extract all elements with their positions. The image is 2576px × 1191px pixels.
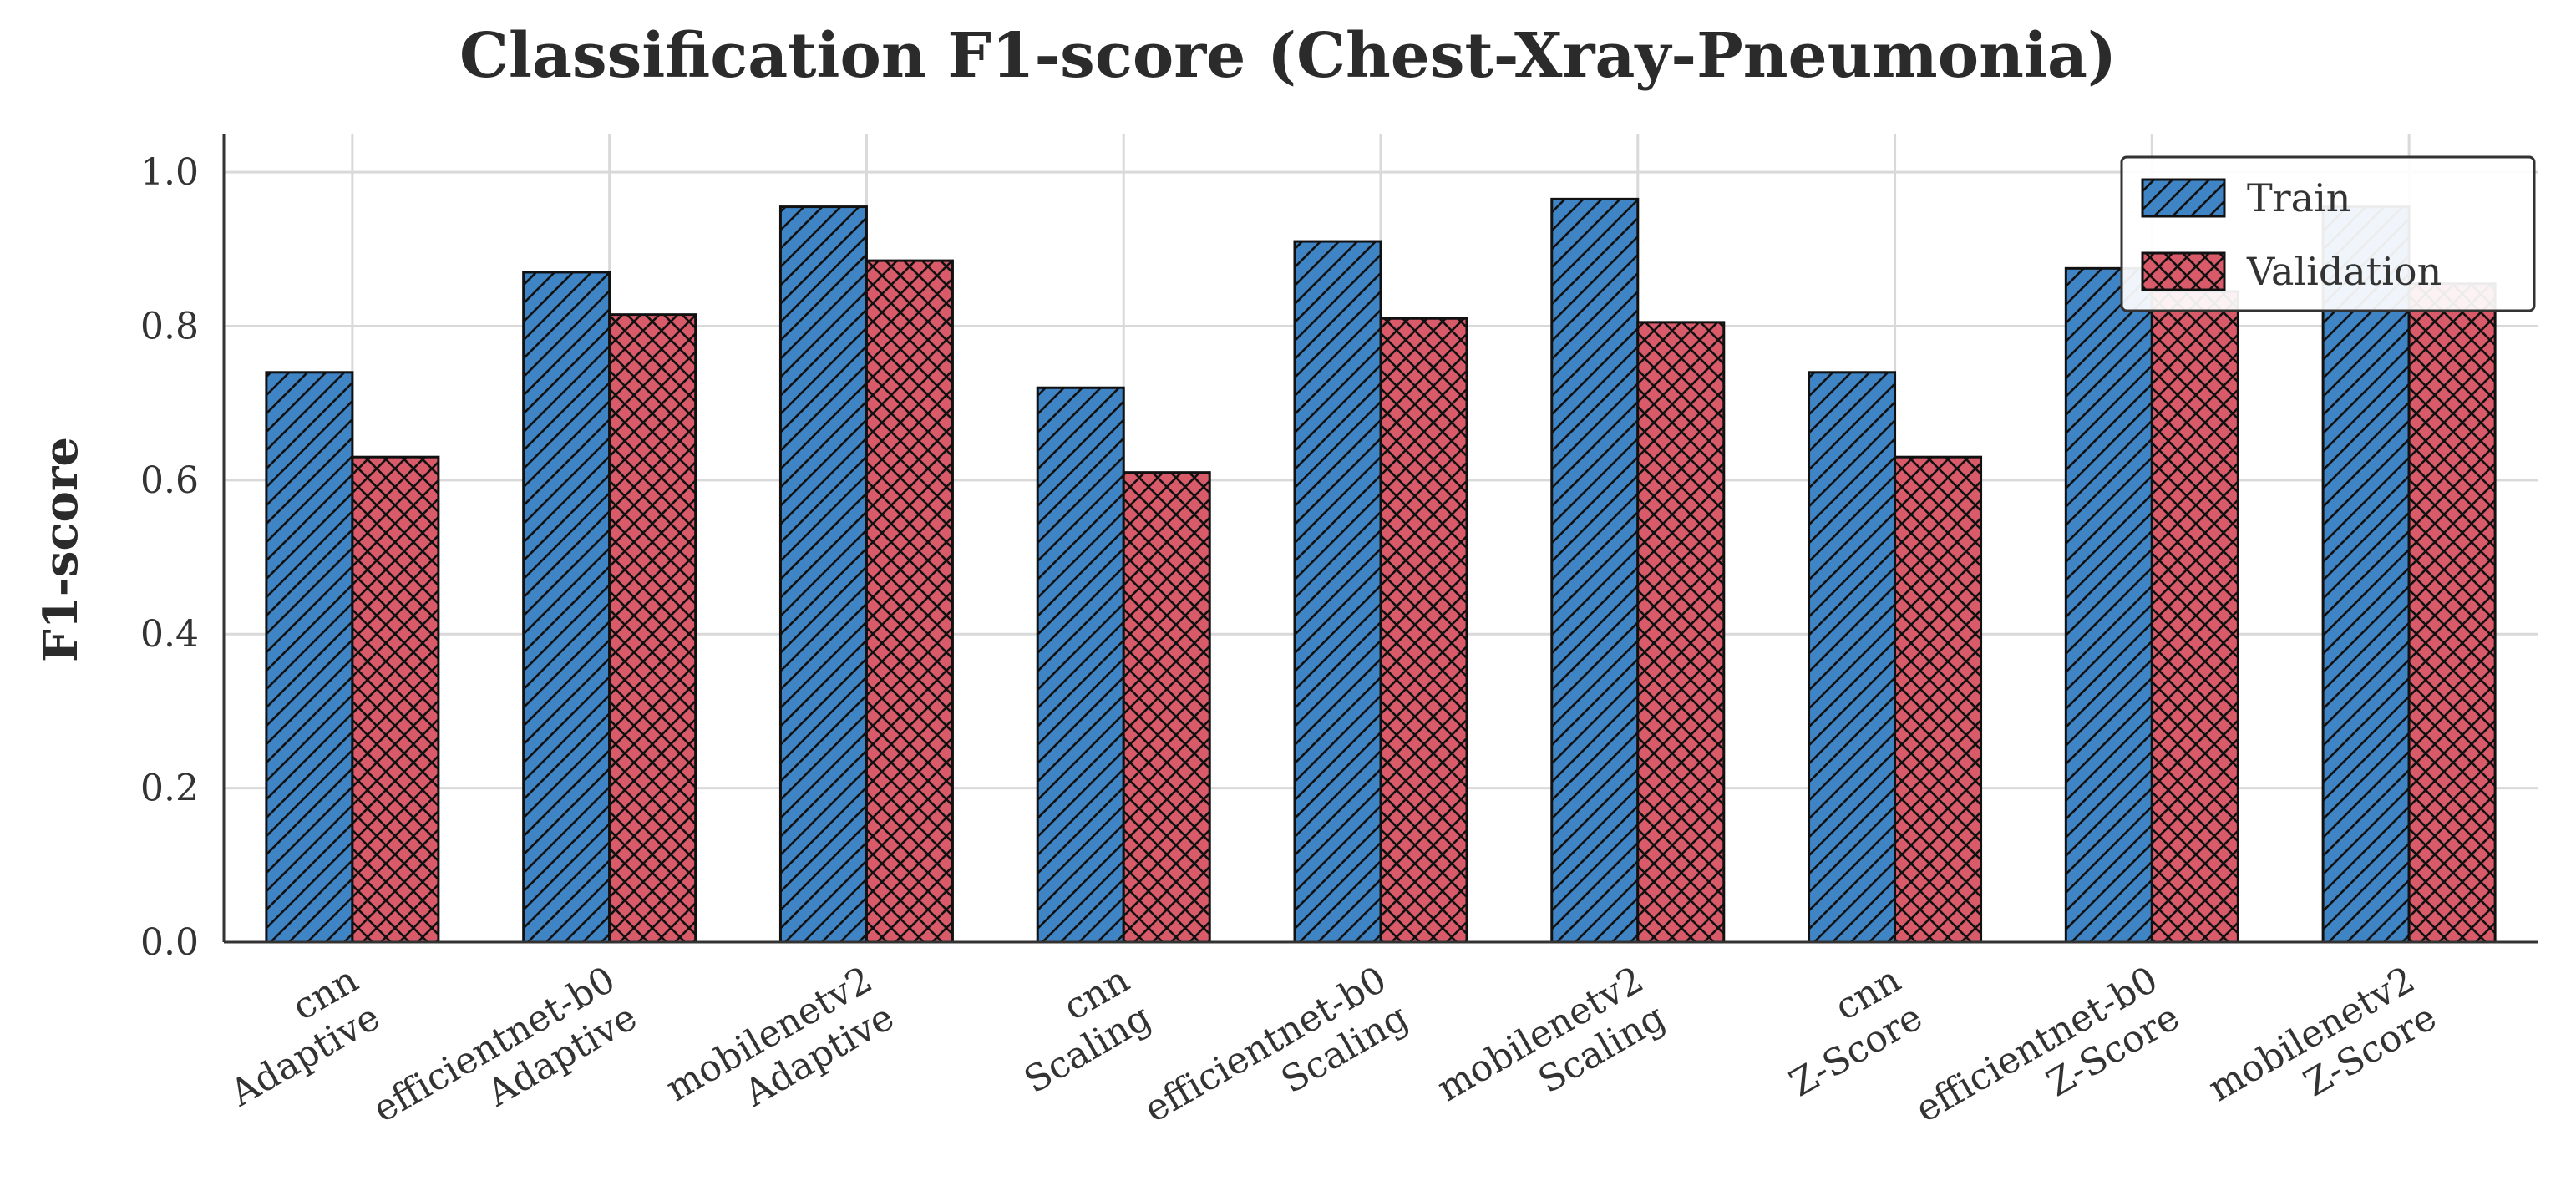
legend: Train Validation — [2120, 155, 2536, 312]
bar-validation — [1636, 321, 1726, 944]
y-axis-label: F1-score — [33, 437, 89, 662]
bar-validation — [608, 313, 697, 944]
y-tick-label: 0.6 — [140, 459, 199, 502]
axes — [222, 134, 2538, 944]
legend-label-train: Train — [2247, 175, 2350, 220]
bar-train — [2321, 205, 2411, 944]
legend-swatch-validation — [2141, 251, 2226, 291]
bar-validation — [1379, 317, 1468, 944]
bar-train — [1550, 197, 1640, 944]
x-tick-label: efficientnet-b0Z-Score — [1909, 958, 2187, 1131]
bar-validation — [1894, 455, 1983, 944]
bar-train — [522, 271, 611, 944]
bar-train — [2064, 266, 2153, 944]
chart-title: Classification F1-score (Chest-Xray-Pneu… — [459, 20, 2117, 92]
y-tick-label: 1.0 — [140, 151, 199, 194]
bar-validation — [865, 259, 954, 944]
bar-validation — [2150, 290, 2239, 944]
y-tick-label: 0.0 — [140, 921, 199, 964]
bar-train — [1808, 371, 1897, 944]
bar-validation — [351, 455, 440, 944]
bar-train — [1293, 240, 1382, 944]
bar-train — [1036, 386, 1125, 944]
y-tick-label: 0.4 — [140, 613, 199, 656]
bars — [265, 197, 2497, 944]
y-tick-label: 0.2 — [140, 768, 199, 810]
bar-train — [265, 371, 354, 944]
legend-swatch-train — [2141, 178, 2226, 218]
bar-train — [778, 205, 868, 944]
y-tick-label: 0.8 — [140, 305, 199, 347]
bar-validation — [1122, 471, 1211, 944]
bar-validation — [2407, 282, 2497, 944]
y-tick-labels: 0.0 0.2 0.4 0.6 0.8 1.0 — [140, 151, 199, 964]
legend-label-validation: Validation — [2246, 249, 2442, 294]
